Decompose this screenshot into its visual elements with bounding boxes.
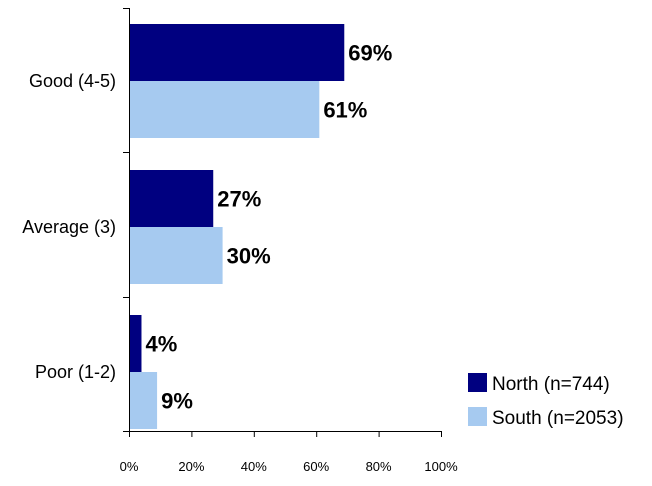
legend-swatch-north [468, 373, 487, 392]
value-label-north-good-4-5: 69% [348, 41, 392, 66]
x-tick-label: 0% [120, 459, 139, 474]
value-label-north-poor-1-2: 4% [145, 332, 177, 357]
bar-north-poor-1-2 [129, 315, 142, 372]
bar-north-good-4-5 [129, 24, 345, 81]
value-label-south-average-3: 30% [227, 244, 271, 269]
category-label-good-4-5: Good (4-5) [29, 71, 116, 91]
x-tick-label: 100% [424, 459, 458, 474]
category-label-average-3: Average (3) [22, 217, 116, 237]
bar-north-average-3 [129, 170, 214, 227]
bars-layer [129, 24, 345, 429]
category-label-poor-1-2: Poor (1-2) [35, 362, 116, 382]
x-tick-label: 20% [178, 459, 204, 474]
legend-swatch-south [468, 407, 487, 426]
x-tick-label: 40% [241, 459, 267, 474]
value-label-south-good-4-5: 61% [323, 98, 367, 123]
bar-south-good-4-5 [129, 81, 320, 138]
bar-south-poor-1-2 [129, 372, 158, 429]
x-tick-label: 60% [303, 459, 329, 474]
bar-south-average-3 [129, 227, 223, 284]
legend-label-north: North (n=744) [492, 374, 610, 395]
value-label-south-poor-1-2: 9% [161, 389, 193, 414]
value-label-north-average-3: 27% [217, 187, 261, 212]
value-labels: 69% 61% 27% 30% 4% 9% [145, 41, 392, 414]
legend: North (n=744) South (n=2053) [468, 373, 624, 429]
x-tick-label: 80% [366, 459, 392, 474]
axes: Good (4-5) Average (3) Poor (1-2) 0% 20% 40% 6… [22, 8, 458, 474]
legend-label-south: South (n=2053) [492, 408, 624, 429]
